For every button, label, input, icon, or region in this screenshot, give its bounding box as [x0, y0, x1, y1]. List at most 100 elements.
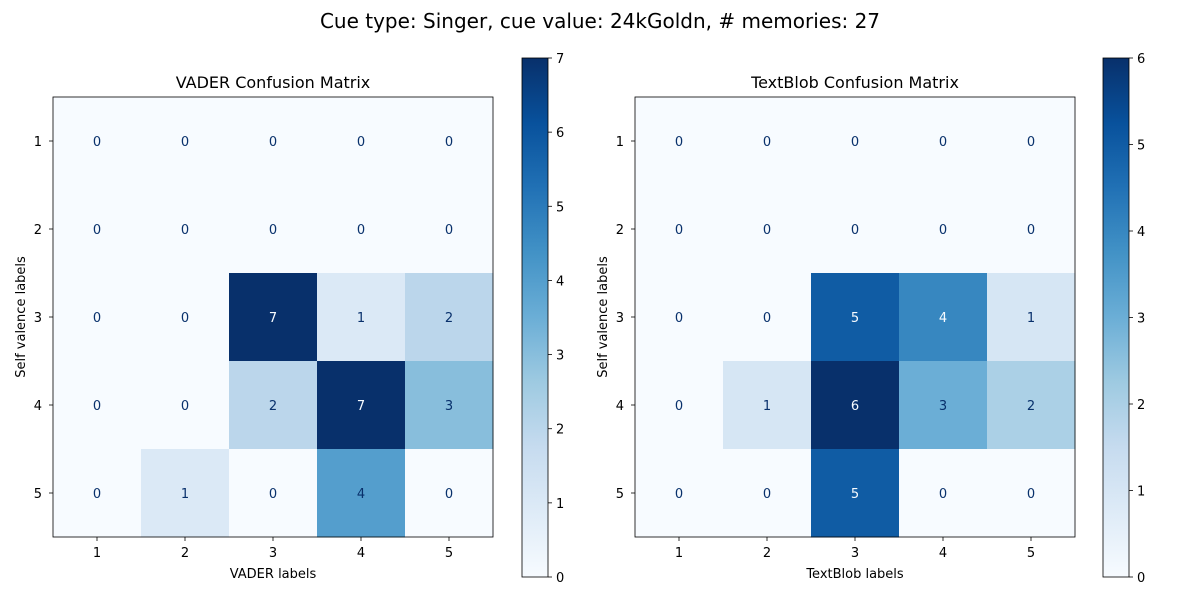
x-axis-label: VADER labels [230, 567, 317, 582]
cell-value-label-r5-c2: 0 [763, 487, 771, 502]
cell-value-label-r4-c4: 3 [939, 399, 947, 414]
cell-value-label-r1-c5: 0 [1027, 135, 1035, 150]
cell-value-label-r4-c2: 0 [181, 399, 189, 414]
colorbar-gradient [1102, 57, 1130, 578]
y-tick-label: 2 [616, 223, 624, 238]
heatmap-cell-r1-c2 [141, 97, 230, 186]
heatmap-cell-r5-c4 [899, 449, 988, 538]
cell-value-label-r2-c5: 0 [1027, 223, 1035, 238]
heatmap-cell-r2-c1 [635, 185, 724, 274]
cell-value-label-r3-c5: 1 [1027, 311, 1035, 326]
cell-value-label-r1-c3: 0 [269, 135, 277, 150]
colorbar-tick-label: 6 [556, 126, 564, 141]
heatmap-cell-r3-c5 [405, 273, 494, 362]
heatmap-cell-r4-c4 [899, 361, 988, 450]
y-tick-label: 3 [616, 311, 624, 326]
y-tick-label: 1 [616, 135, 624, 150]
y-tick-label: 2 [34, 223, 42, 238]
colorbar-tick-label: 2 [556, 423, 564, 438]
heatmap-cell-r5-c3 [811, 449, 900, 538]
heatmap-cell-r4-c4 [317, 361, 406, 450]
colorbar-tick-label: 5 [1137, 139, 1145, 154]
cell-value-label-r3-c5: 2 [445, 311, 453, 326]
cell-value-label-r2-c5: 0 [445, 223, 453, 238]
x-tick-label: 1 [675, 546, 683, 561]
heatmap-cell-r1-c5 [987, 97, 1076, 186]
heatmap-cells [53, 97, 494, 538]
heatmap-cell-r5-c2 [723, 449, 812, 538]
heatmap-cell-r1-c1 [635, 97, 724, 186]
heatmap-cell-r4-c2 [723, 361, 812, 450]
panel-title: TextBlob Confusion Matrix [750, 73, 959, 92]
colorbar: 0 1 2 3 4 5 6 [1102, 52, 1145, 586]
y-tick-label: 5 [34, 487, 42, 502]
cell-value-label-r2-c1: 0 [93, 223, 101, 238]
cell-value-label-r2-c2: 0 [181, 223, 189, 238]
y-tick-label: 1 [34, 135, 42, 150]
heatmap-cell-r2-c3 [229, 185, 318, 274]
heatmap-cell-r5-c3 [229, 449, 318, 538]
heatmap-cell-r3-c1 [53, 273, 142, 362]
cell-value-label-r2-c2: 0 [763, 223, 771, 238]
heatmap-cell-r1-c5 [405, 97, 494, 186]
cell-value-label-r5-c3: 0 [269, 487, 277, 502]
heatmap-cell-r2-c1 [53, 185, 142, 274]
cell-value-label-r5-c2: 1 [181, 487, 189, 502]
x-axis-label: TextBlob labels [805, 567, 904, 582]
x-tick-label: 4 [357, 546, 365, 561]
heatmap-cell-r2-c4 [317, 185, 406, 274]
y-tick-label: 5 [616, 487, 624, 502]
heatmap-cell-r1-c3 [811, 97, 900, 186]
colorbar: 0 1 2 3 4 5 6 7 [521, 52, 564, 586]
colorbar-gradient [521, 57, 549, 578]
heatmap-cell-r1-c3 [229, 97, 318, 186]
heatmap-cell-r1-c4 [317, 97, 406, 186]
heatmap-cell-r3-c2 [723, 273, 812, 362]
heatmap-cell-r5-c5 [987, 449, 1076, 538]
cell-value-label-r1-c4: 0 [939, 135, 947, 150]
cell-value-label-r3-c1: 0 [675, 311, 683, 326]
x-tick-label: 3 [269, 546, 277, 561]
heatmap-cell-r3-c2 [141, 273, 230, 362]
heatmap-cell-r2-c5 [987, 185, 1076, 274]
y-tick-label: 4 [34, 399, 42, 414]
cell-value-label-r3-c2: 0 [181, 311, 189, 326]
heatmap-cell-r3-c4 [899, 273, 988, 362]
colorbar-tick-label: 4 [1137, 225, 1145, 240]
colorbar-tick-label: 1 [556, 497, 564, 512]
cell-value-label-r3-c2: 0 [763, 311, 771, 326]
heatmap-cell-r3-c3 [811, 273, 900, 362]
cell-value-label-r5-c3: 5 [851, 487, 859, 502]
cell-value-label-r1-c2: 0 [763, 135, 771, 150]
heatmap-cell-r5-c5 [405, 449, 494, 538]
x-tick-label: 5 [445, 546, 453, 561]
x-tick-label: 2 [763, 546, 771, 561]
cell-value-label-r4-c2: 1 [763, 399, 771, 414]
heatmap-cells [635, 97, 1076, 538]
cell-value-label-r2-c4: 0 [357, 223, 365, 238]
colorbar-tick-label: 3 [556, 349, 564, 364]
heatmap-cell-r3-c3 [229, 273, 318, 362]
cell-value-label-r2-c3: 0 [269, 223, 277, 238]
heatmap-cell-r2-c5 [405, 185, 494, 274]
colorbar-tick-label: 0 [556, 571, 564, 586]
y-axis-label: Self valence labels [596, 256, 611, 378]
cell-value-label-r5-c1: 0 [675, 487, 683, 502]
confusion-matrix-panel-1: VADER Confusion Matrix 0 0 0 0 0 0 0 0 0 0 0 0 7 1 2 0 0 2… [14, 52, 564, 586]
cell-value-label-r4-c1: 0 [675, 399, 683, 414]
heatmap-cell-r1-c4 [899, 97, 988, 186]
heatmap-cell-r2-c3 [811, 185, 900, 274]
cell-value-label-r2-c1: 0 [675, 223, 683, 238]
x-tick-label: 4 [939, 546, 947, 561]
x-tick-label: 5 [1027, 546, 1035, 561]
colorbar-tick-label: 6 [1137, 52, 1145, 67]
colorbar-tick-label: 1 [1137, 485, 1145, 500]
heatmap-cell-r4-c1 [635, 361, 724, 450]
heatmap-cell-r3-c1 [635, 273, 724, 362]
heatmap-cell-r5-c4 [317, 449, 406, 538]
cell-value-label-r1-c3: 0 [851, 135, 859, 150]
x-tick-label: 2 [181, 546, 189, 561]
y-axis-label: Self valence labels [14, 256, 29, 378]
cell-value-label-r3-c3: 5 [851, 311, 859, 326]
heatmap-cell-r4-c3 [811, 361, 900, 450]
